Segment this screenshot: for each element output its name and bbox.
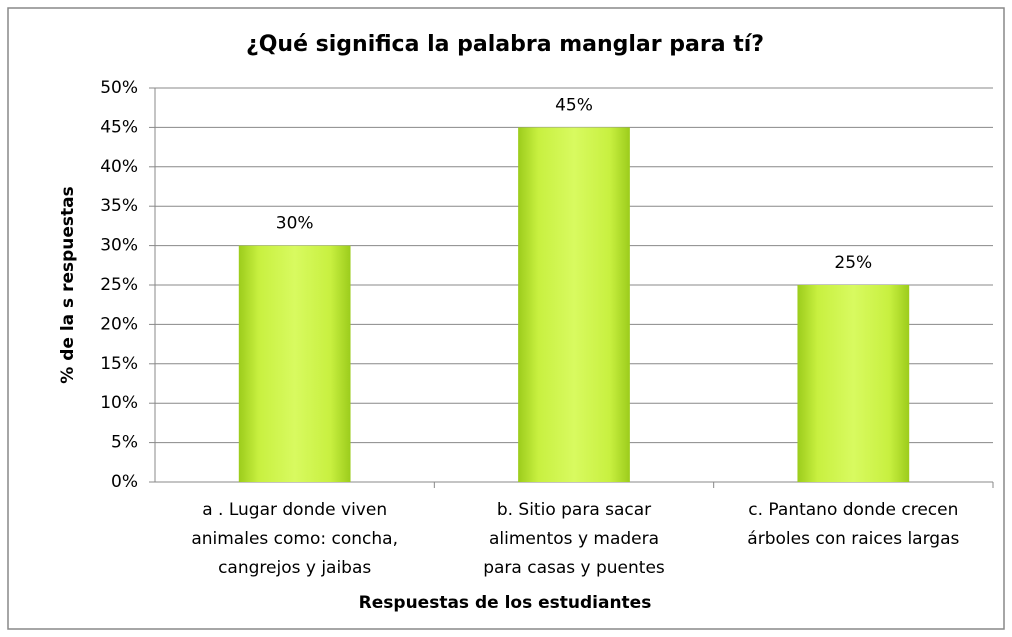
y-tick-label: 10%	[100, 393, 138, 413]
bar	[797, 285, 910, 482]
y-tick-label: 35%	[100, 196, 138, 216]
y-tick-label: 40%	[100, 157, 138, 177]
y-axis-title: % de la s respuestas	[58, 186, 78, 384]
y-tick-label: 50%	[100, 78, 138, 98]
data-label: 45%	[555, 95, 593, 115]
y-tick-label: 30%	[100, 236, 138, 256]
x-axis-title: Respuestas de los estudiantes	[359, 593, 652, 613]
data-label: 30%	[276, 214, 314, 234]
y-tick-label: 20%	[100, 314, 138, 334]
chart-title: ¿Qué significa la palabra manglar para t…	[246, 32, 764, 57]
x-tick-label: a . Lugar donde viven animales como: con…	[191, 500, 398, 578]
y-tick-label: 25%	[100, 275, 138, 295]
bar	[238, 245, 351, 482]
data-label: 25%	[834, 253, 872, 273]
y-tick-label: 15%	[100, 354, 138, 374]
y-tick-label: 5%	[111, 433, 138, 453]
x-tick-label: c. Pantano donde crecen árboles con raic…	[747, 500, 960, 549]
y-tick-label: 0%	[111, 472, 138, 492]
x-tick-label: b. Sitio para sacar alimentos y madera p…	[483, 500, 665, 578]
bar	[518, 127, 630, 483]
y-tick-label: 45%	[100, 117, 138, 137]
